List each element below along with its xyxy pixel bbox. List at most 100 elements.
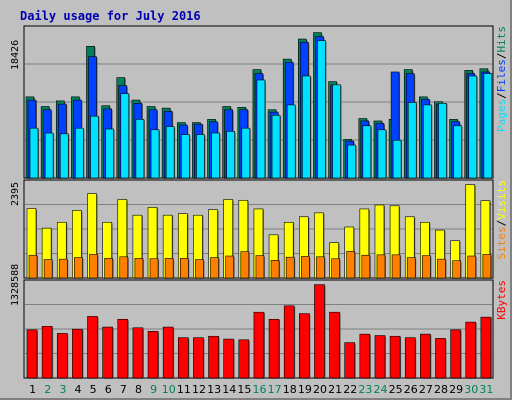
kbytes-bar xyxy=(56,333,69,379)
kbytes-bar xyxy=(253,311,265,379)
day-label: 3 xyxy=(59,383,66,396)
sites-bar xyxy=(361,254,371,279)
pages-bar xyxy=(150,129,161,179)
kbytes-bar xyxy=(132,327,144,379)
pages-bar xyxy=(377,129,387,179)
legend-text: KBytes xyxy=(495,280,508,320)
pages-bar xyxy=(392,139,403,179)
panel-bottom-max-label: 1328588 xyxy=(10,264,21,306)
sites-bar xyxy=(134,258,144,279)
pages-bar xyxy=(44,132,55,179)
pages-bar xyxy=(271,115,282,179)
kbytes-bar xyxy=(193,337,205,379)
day-label: 13 xyxy=(207,383,221,396)
pages-bar xyxy=(483,73,493,179)
day-label: 31 xyxy=(479,383,493,396)
kbytes-bar xyxy=(435,338,447,379)
panel-middle-legend: Sites/Visits xyxy=(495,180,508,260)
sites-bar xyxy=(331,258,341,279)
sites-bar xyxy=(467,255,477,279)
kbytes-bar xyxy=(102,326,114,379)
sites-bar xyxy=(391,254,402,279)
day-label: 28 xyxy=(434,383,448,396)
sites-bar xyxy=(406,257,417,279)
kbytes-bar xyxy=(359,333,371,379)
day-label: 12 xyxy=(192,383,206,396)
pages-bar xyxy=(347,144,357,179)
kbytes-bar xyxy=(283,305,296,379)
panel-middle-max-label: 2395 xyxy=(10,182,21,206)
kbytes-bar xyxy=(299,313,311,379)
day-label: 4 xyxy=(74,383,81,396)
panel-bottom: 1328588 KBytes xyxy=(10,264,508,379)
sites-bar xyxy=(119,256,129,279)
sites-bar xyxy=(210,257,220,279)
day-label: 8 xyxy=(135,383,142,396)
sites-bar xyxy=(89,254,99,279)
pages-bar xyxy=(196,134,206,179)
sites-bar xyxy=(301,256,311,279)
pages-bar xyxy=(29,127,39,179)
sites-bar xyxy=(285,256,296,279)
pages-bar xyxy=(317,40,327,179)
sites-bar xyxy=(104,258,114,279)
panel-top-max-label: 18426 xyxy=(10,40,21,70)
legend-text: / xyxy=(495,220,508,227)
kbytes-bar xyxy=(87,316,99,379)
sites-bar xyxy=(149,258,160,279)
pages-bar xyxy=(211,132,221,179)
legend-text: Hits xyxy=(495,26,508,53)
pages-bar xyxy=(75,127,85,179)
kbytes-bar xyxy=(208,335,220,379)
kbytes-bar xyxy=(465,321,477,379)
kbytes-bar xyxy=(314,284,326,379)
pages-bar xyxy=(59,133,70,179)
sites-bar xyxy=(452,260,462,279)
sites-bar xyxy=(225,255,235,279)
pages-bar xyxy=(423,104,433,179)
day-label: 23 xyxy=(358,383,372,396)
sites-bar xyxy=(58,258,69,279)
kbytes-bar xyxy=(147,331,160,379)
sites-bar xyxy=(74,257,84,279)
day-label: 2 xyxy=(44,383,51,396)
day-label: 26 xyxy=(404,383,418,396)
sites-bar xyxy=(270,260,281,279)
sites-bar xyxy=(346,251,356,279)
kbytes-bar xyxy=(26,329,38,379)
day-label: 16 xyxy=(253,383,267,396)
sites-bar xyxy=(43,259,54,279)
legend-text: Pages xyxy=(495,99,508,132)
day-label: 18 xyxy=(283,383,297,396)
pages-bar xyxy=(407,102,418,179)
kbytes-bar xyxy=(329,311,341,379)
sites-bar xyxy=(179,258,190,279)
day-label: 29 xyxy=(449,383,463,396)
kbytes-bar xyxy=(480,316,492,379)
pages-bar xyxy=(226,131,236,179)
legend-text: / xyxy=(495,53,508,60)
kbytes-bar xyxy=(374,335,386,379)
kbytes-bar xyxy=(72,328,84,379)
day-label: 19 xyxy=(298,383,312,396)
legend-text: / xyxy=(495,92,508,99)
kbytes-bar xyxy=(389,335,402,379)
day-label: 27 xyxy=(419,383,433,396)
pages-bar xyxy=(468,75,478,179)
pages-bar xyxy=(241,127,251,179)
sites-bar xyxy=(482,254,492,279)
sites-bar xyxy=(316,256,326,279)
day-label: 30 xyxy=(464,383,478,396)
panel-top-legend: Pages/Files/Hits xyxy=(495,26,508,132)
pages-bar xyxy=(135,119,145,179)
day-label: 21 xyxy=(328,383,342,396)
day-label: 24 xyxy=(374,383,388,396)
kbytes-bar xyxy=(404,337,417,379)
day-labels: 1 2 3 4 5 6 7 8 9 10 11 12 13 14 15 16 17 18 19 20 21 22 23 24 2… xyxy=(29,383,493,396)
kbytes-bar xyxy=(41,326,54,379)
sites-bar xyxy=(437,258,447,279)
panel-top: 18426 Pages/Files/Hits xyxy=(10,25,508,180)
chart-title: Daily usage for July 2016 xyxy=(20,9,201,23)
pages-bar xyxy=(302,75,312,179)
